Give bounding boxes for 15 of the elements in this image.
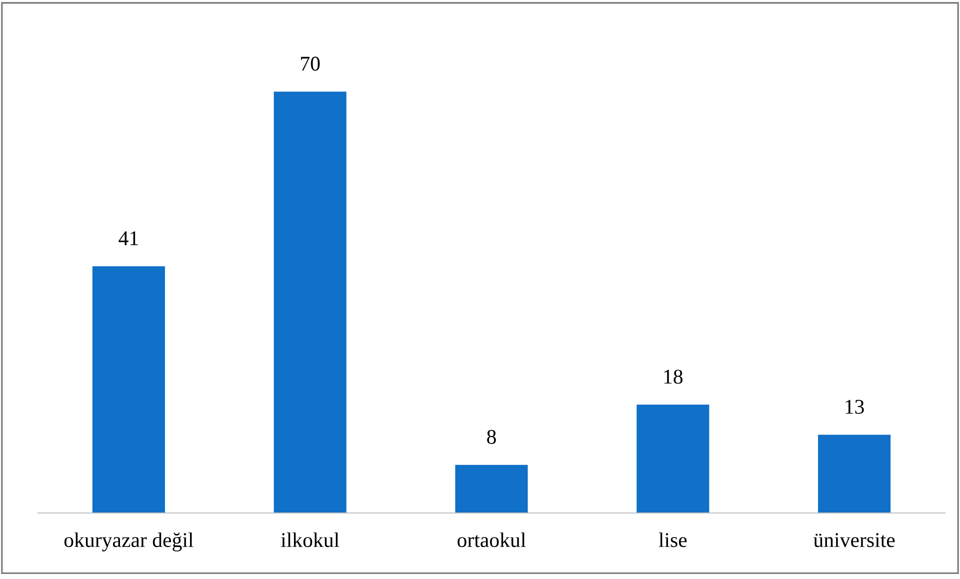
x-tick-label: ilkokul <box>281 532 340 548</box>
x-tick-label: ortaokul <box>458 532 526 548</box>
data-label: 70 <box>301 56 320 71</box>
data-label: 41 <box>118 231 138 246</box>
bar <box>818 434 891 513</box>
bar <box>274 92 346 513</box>
bar <box>92 266 165 513</box>
x-tick-label: üniversite <box>813 533 895 548</box>
data-label: 18 <box>664 370 683 384</box>
data-label: 8 <box>487 430 496 444</box>
data-label: 13 <box>846 400 864 414</box>
bar <box>455 464 528 513</box>
x-tick-label: lise <box>658 532 687 548</box>
x-tick-label: okuryazar değil <box>64 532 194 552</box>
bar <box>636 404 710 513</box>
